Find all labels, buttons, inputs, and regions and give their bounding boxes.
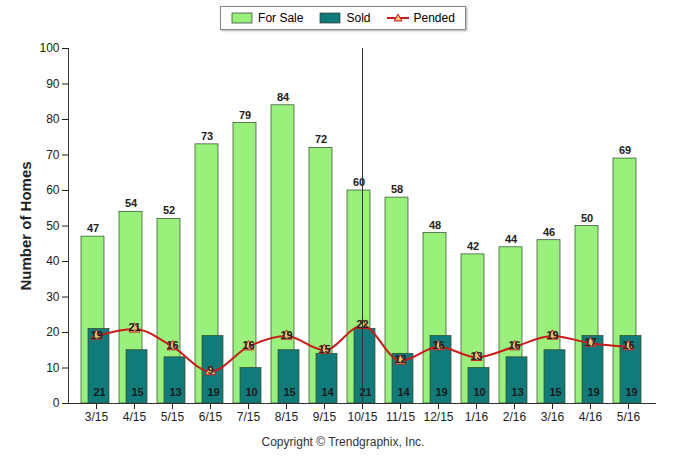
svg-text:13: 13	[511, 386, 523, 398]
svg-text:10: 10	[473, 386, 485, 398]
html-text:For Sale: For Sale	[258, 11, 304, 25]
svg-text:50: 50	[46, 219, 60, 233]
svg-text:13: 13	[169, 386, 181, 398]
svg-text:10: 10	[245, 386, 257, 398]
svg-text:16: 16	[432, 339, 444, 351]
svg-text:5/15: 5/15	[161, 410, 185, 424]
svg-text:80: 80	[46, 112, 60, 126]
svg-text:3/16: 3/16	[541, 410, 565, 424]
svg-text:12/15: 12/15	[423, 410, 453, 424]
svg-text:Number of Homes: Number of Homes	[17, 161, 34, 290]
svg-text:72: 72	[315, 133, 327, 145]
svg-text:3/15: 3/15	[85, 410, 109, 424]
svg-text:69: 69	[619, 144, 631, 156]
svg-text:15: 15	[549, 386, 561, 398]
svg-text:12: 12	[394, 353, 406, 365]
svg-text:90: 90	[46, 77, 60, 91]
svg-text:15: 15	[131, 386, 143, 398]
svg-text:15: 15	[283, 386, 295, 398]
svg-text:22: 22	[356, 317, 369, 330]
svg-text:52: 52	[163, 204, 175, 216]
svg-text:100: 100	[39, 41, 59, 55]
svg-text:70: 70	[46, 148, 60, 162]
svg-text:15: 15	[318, 343, 330, 355]
svg-text:9/15: 9/15	[313, 410, 337, 424]
svg-text:21: 21	[359, 386, 371, 398]
svg-text:4/16: 4/16	[579, 410, 603, 424]
svg-text:7/15: 7/15	[237, 410, 261, 424]
svg-text:19: 19	[90, 329, 102, 341]
svg-text:14: 14	[321, 386, 334, 398]
svg-text:60: 60	[46, 183, 60, 197]
svg-text:58: 58	[391, 183, 403, 195]
svg-text:0: 0	[53, 396, 60, 410]
svg-text:42: 42	[467, 240, 479, 252]
html-text:Pended: Pended	[413, 11, 455, 25]
svg-text:50: 50	[581, 212, 593, 224]
svg-text:1/16: 1/16	[465, 410, 489, 424]
html-text:Sold: Sold	[346, 11, 371, 25]
svg-text:16: 16	[166, 339, 178, 351]
svg-text:46: 46	[543, 226, 555, 238]
svg-text:84: 84	[277, 91, 290, 103]
svg-text:19: 19	[587, 386, 599, 398]
svg-text:2/16: 2/16	[503, 410, 527, 424]
svg-text:10: 10	[46, 361, 60, 375]
svg-text:30: 30	[46, 290, 60, 304]
svg-text:19: 19	[625, 386, 637, 398]
svg-text:47: 47	[87, 222, 99, 234]
svg-text:8/15: 8/15	[275, 410, 299, 424]
svg-text:54: 54	[125, 197, 138, 209]
svg-text:21: 21	[93, 386, 105, 398]
svg-text:17: 17	[584, 336, 596, 348]
svg-text:16: 16	[508, 339, 520, 351]
svg-text:13: 13	[470, 350, 482, 362]
svg-text:4/15: 4/15	[123, 410, 147, 424]
svg-text:19: 19	[280, 329, 292, 341]
svg-text:73: 73	[201, 130, 213, 142]
html-text:Copyright © Trendgraphix, Inc.: Copyright © Trendgraphix, Inc.	[261, 435, 425, 449]
svg-text:19: 19	[435, 386, 447, 398]
svg-text:16: 16	[622, 339, 634, 351]
svg-text:11/15: 11/15	[386, 410, 415, 424]
svg-text:19: 19	[546, 329, 558, 341]
svg-text:6/15: 6/15	[199, 410, 223, 424]
svg-text:5/16: 5/16	[617, 410, 641, 424]
svg-text:10/15: 10/15	[347, 410, 377, 424]
svg-text:9: 9	[207, 364, 213, 376]
svg-text:19: 19	[207, 386, 219, 398]
svg-text:48: 48	[429, 219, 441, 231]
svg-text:44: 44	[505, 233, 518, 245]
svg-text:14: 14	[397, 386, 410, 398]
svg-text:16: 16	[242, 339, 254, 351]
svg-text:20: 20	[46, 325, 60, 339]
svg-text:21: 21	[128, 321, 140, 333]
svg-text:79: 79	[239, 109, 251, 121]
svg-text:60: 60	[353, 176, 365, 188]
svg-text:40: 40	[46, 254, 60, 268]
